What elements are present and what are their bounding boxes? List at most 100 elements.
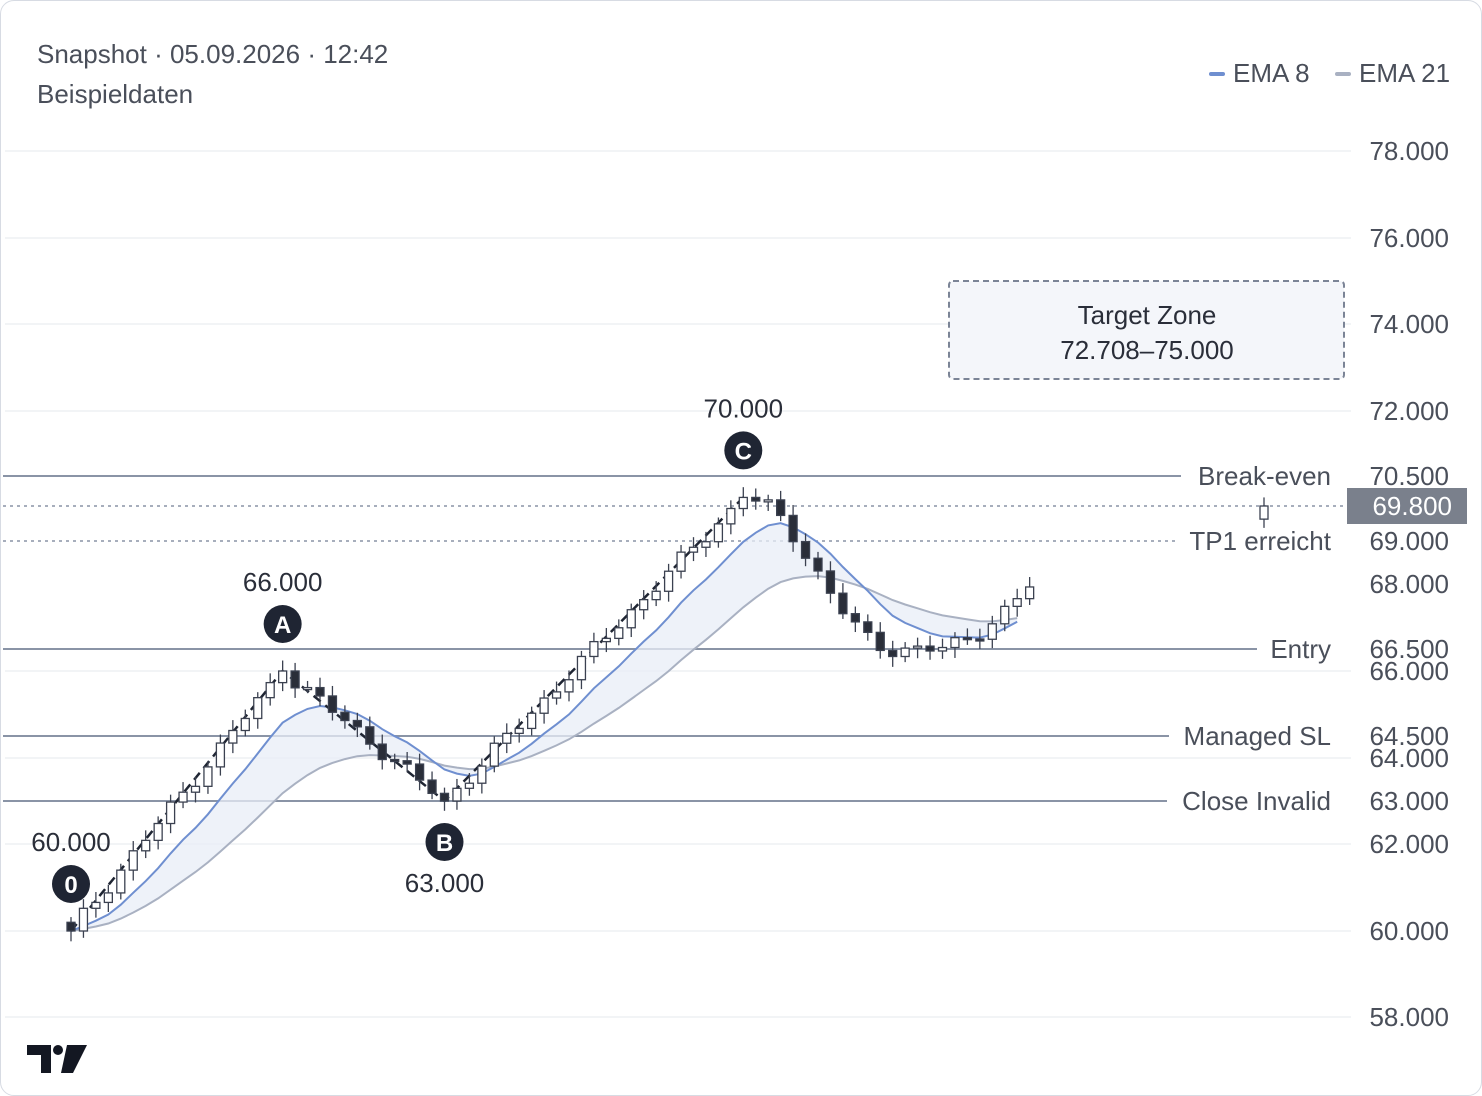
candle-body [1259,505,1269,520]
candle-body [477,765,487,784]
pivot-price-label: 66.000 [243,567,323,597]
ema-lines [70,522,1018,932]
candle-down [352,712,363,738]
pivot-badge [425,823,464,861]
candle-body [66,921,76,932]
ema-21-swatch [1335,71,1351,76]
candle-up [240,709,250,737]
candle-body [726,507,736,525]
candle-up [128,841,138,881]
candle-body [975,638,985,642]
candle-body [116,869,126,894]
candle-body [502,732,512,744]
snapshot-title: Snapshot · 05.09.2026 · 12:42 [37,39,389,69]
price-levels: Break-even TP1 erreicht Entry Managed SL Clo… [3,461,1346,816]
candle-down [962,628,973,645]
axis-tick-label: 70.500 [1369,461,1449,491]
candle-up [676,544,686,579]
candle-body [962,637,973,641]
candle-down [825,561,836,604]
candle-down [776,490,786,522]
candle-up [1025,577,1035,605]
candle-up [464,773,475,796]
candle-down [439,787,450,811]
candle-up [589,632,599,664]
pivot-badge [52,865,90,903]
candle-body [701,541,711,548]
candle-up [527,706,537,736]
ema-8-swatch [1209,71,1225,76]
legend-item-ema-8[interactable]: EMA 8 [1209,58,1310,89]
candle-body [539,697,549,714]
axis-tick-label: 64.500 [1369,721,1449,751]
candle-down [427,771,437,800]
candle-up [539,690,549,724]
candle-up [950,632,960,658]
candle-body [912,645,923,649]
pivot-letter: B [436,830,453,857]
level-label: Entry [1270,634,1331,664]
candle-down [800,533,811,567]
candle-body [576,655,587,681]
candle-body [900,647,910,658]
candle-body [850,613,860,623]
candle-body [153,822,163,842]
axis-tick-label: 58.000 [1369,1002,1449,1032]
candle-body [228,729,238,744]
candle-up [663,563,674,602]
candle-body [813,557,823,572]
candle-up [601,627,611,653]
candle-body [390,758,400,763]
candle-body [141,839,151,852]
candle-body [377,743,387,761]
candle-body [1000,605,1010,625]
grid-lines [5,150,1351,1018]
candle-down [813,551,823,580]
level-label: Managed SL [1184,721,1331,751]
candle-body [614,627,624,640]
candle-body [365,726,375,745]
price-axis: 78.000 76.000 74.000 72.000 70.500 69.000 68.0… [1347,136,1467,1032]
candle-body [240,717,250,732]
candle-up [1000,599,1010,632]
candle-body [863,621,873,634]
candle-up [153,816,163,850]
candle-body [800,541,811,559]
candle-up [987,615,997,649]
candle-up [165,794,176,834]
candle-body [514,727,524,735]
candle-up [215,734,226,776]
legend-item-ema-21[interactable]: EMA 21 [1335,58,1450,89]
candle-body [763,499,773,503]
candle-up [78,899,89,938]
candle-body [788,514,798,543]
pivot-letter: C [735,438,752,465]
candle-up [103,884,113,912]
candle-body [103,892,113,904]
axis-tick-label: 72.000 [1369,396,1449,426]
candle-body [776,499,786,517]
candle-up [1012,588,1022,617]
candle-up [91,892,101,918]
candle-up [514,718,524,743]
candle-body [663,570,674,592]
candle-body [178,791,188,803]
candle-body [564,679,574,693]
candle-body [888,649,898,658]
candle-down [377,734,387,770]
candle-down [290,662,300,698]
candle-body [427,779,437,795]
candle-body [128,850,138,871]
pivot-badge [724,431,763,470]
candle-body [302,686,313,691]
candle-down [925,635,935,660]
candle-body [651,590,661,601]
candle-body [987,623,997,640]
candle-body [1025,586,1035,600]
level-label: Break-even [1198,461,1331,491]
candle-up [576,650,587,690]
axis-tick-label: 66.500 [1369,634,1449,664]
tradingview-logo-icon[interactable] [25,1041,89,1077]
